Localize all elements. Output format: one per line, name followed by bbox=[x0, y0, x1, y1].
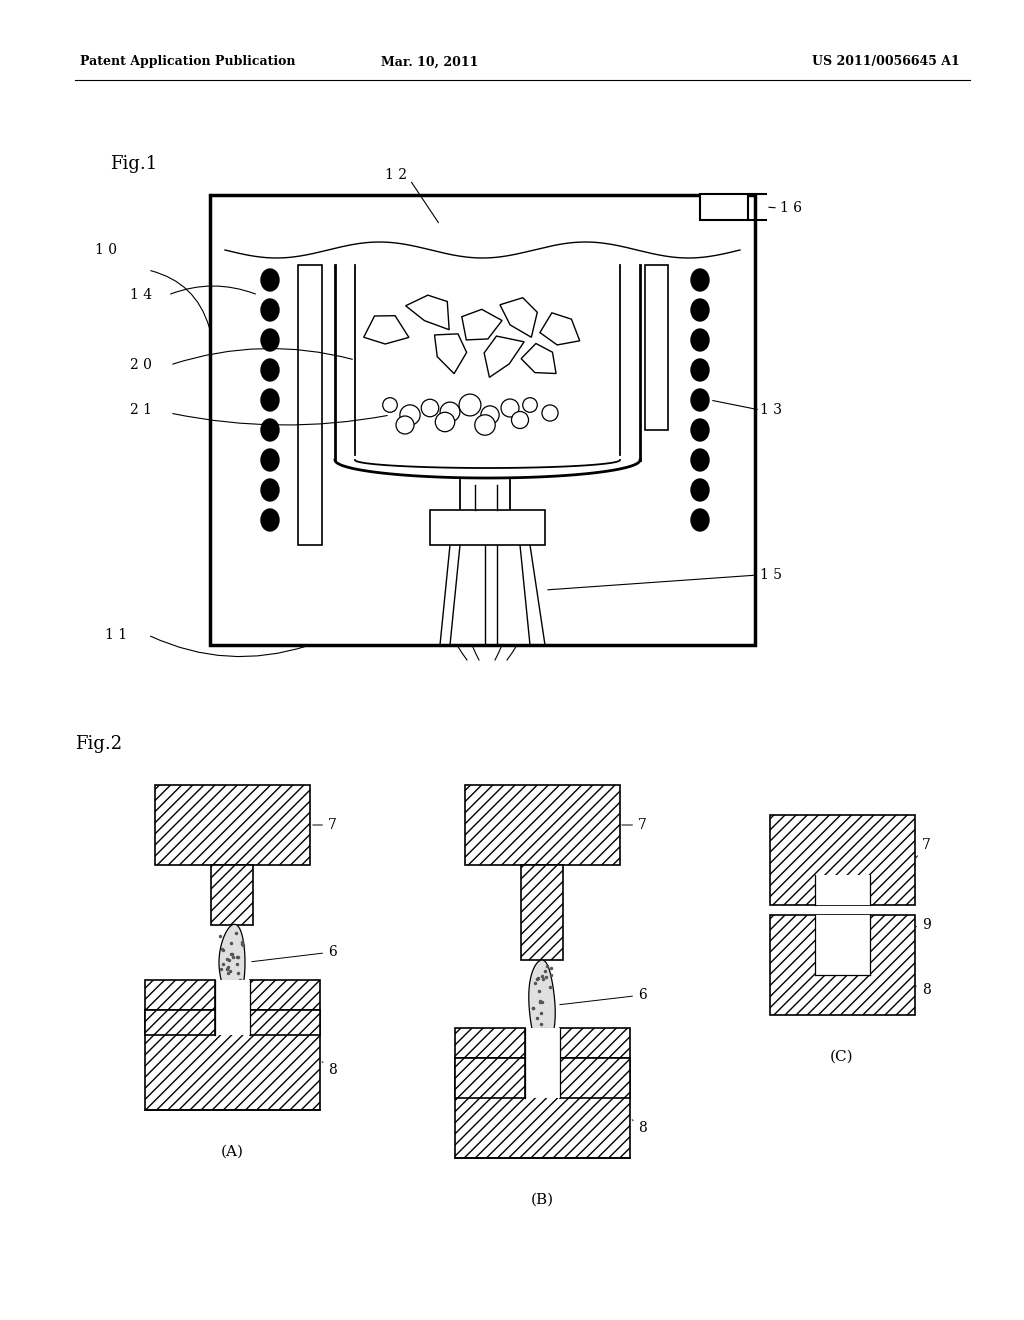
Circle shape bbox=[435, 412, 455, 432]
Bar bbox=[210, 195, 755, 645]
Circle shape bbox=[440, 403, 460, 422]
Bar bbox=[145, 979, 215, 1010]
Polygon shape bbox=[528, 960, 555, 1049]
Bar bbox=[250, 979, 319, 1010]
Bar bbox=[770, 915, 915, 1015]
Ellipse shape bbox=[261, 389, 279, 411]
Circle shape bbox=[542, 405, 558, 421]
Polygon shape bbox=[817, 917, 867, 972]
Ellipse shape bbox=[261, 300, 279, 321]
Ellipse shape bbox=[261, 479, 279, 502]
Polygon shape bbox=[484, 337, 524, 378]
Bar bbox=[145, 1010, 319, 1110]
Bar bbox=[521, 865, 563, 960]
Text: 1 5: 1 5 bbox=[760, 568, 782, 582]
Text: 8: 8 bbox=[916, 983, 931, 997]
Ellipse shape bbox=[261, 359, 279, 381]
Text: Fig.1: Fig.1 bbox=[110, 154, 158, 173]
Bar bbox=[455, 1059, 630, 1158]
Circle shape bbox=[522, 397, 538, 412]
Ellipse shape bbox=[691, 269, 709, 290]
Text: US 2011/0056645 A1: US 2011/0056645 A1 bbox=[812, 55, 961, 69]
Ellipse shape bbox=[691, 479, 709, 502]
Ellipse shape bbox=[261, 269, 279, 290]
Bar bbox=[211, 865, 253, 925]
Text: 9: 9 bbox=[869, 917, 931, 935]
Bar bbox=[430, 510, 545, 545]
Bar bbox=[155, 785, 310, 865]
Polygon shape bbox=[521, 343, 556, 374]
Text: 1 0: 1 0 bbox=[95, 243, 117, 257]
Text: Patent Application Publication: Patent Application Publication bbox=[80, 55, 296, 69]
Text: (C): (C) bbox=[830, 1049, 854, 1064]
Polygon shape bbox=[364, 315, 409, 345]
Circle shape bbox=[383, 397, 397, 412]
Bar bbox=[298, 265, 322, 545]
Circle shape bbox=[400, 405, 420, 425]
Text: 6: 6 bbox=[560, 987, 647, 1005]
Text: 7: 7 bbox=[915, 838, 931, 858]
Text: 1 3: 1 3 bbox=[760, 403, 782, 417]
Ellipse shape bbox=[691, 300, 709, 321]
Circle shape bbox=[511, 412, 528, 429]
Ellipse shape bbox=[691, 510, 709, 531]
Text: 7: 7 bbox=[312, 818, 337, 832]
Bar bbox=[815, 875, 870, 906]
Circle shape bbox=[396, 416, 414, 434]
Bar bbox=[455, 1059, 525, 1098]
Bar bbox=[645, 265, 668, 430]
Text: 6: 6 bbox=[252, 945, 337, 962]
Text: 2 0: 2 0 bbox=[130, 358, 152, 372]
Circle shape bbox=[475, 414, 496, 436]
Text: 7: 7 bbox=[622, 818, 647, 832]
Text: Mar. 10, 2011: Mar. 10, 2011 bbox=[381, 55, 478, 69]
Bar bbox=[770, 814, 915, 906]
Bar bbox=[560, 1028, 630, 1059]
Bar bbox=[215, 979, 250, 1035]
Bar bbox=[815, 915, 870, 975]
Text: 8: 8 bbox=[632, 1119, 647, 1135]
Text: 1 1: 1 1 bbox=[105, 628, 127, 642]
Ellipse shape bbox=[691, 389, 709, 411]
Bar bbox=[250, 1010, 319, 1035]
Polygon shape bbox=[434, 334, 467, 374]
Text: 8: 8 bbox=[323, 1061, 337, 1077]
Circle shape bbox=[459, 395, 481, 416]
Circle shape bbox=[481, 405, 499, 424]
Text: 1 4: 1 4 bbox=[130, 288, 153, 302]
Circle shape bbox=[421, 399, 438, 417]
Ellipse shape bbox=[261, 329, 279, 351]
Ellipse shape bbox=[691, 418, 709, 441]
Text: (A): (A) bbox=[220, 1144, 244, 1159]
Ellipse shape bbox=[261, 449, 279, 471]
Ellipse shape bbox=[261, 510, 279, 531]
Bar bbox=[465, 785, 620, 865]
Ellipse shape bbox=[691, 359, 709, 381]
Bar bbox=[560, 1059, 630, 1098]
Text: 1 2: 1 2 bbox=[385, 168, 407, 182]
Polygon shape bbox=[462, 309, 502, 341]
Ellipse shape bbox=[691, 329, 709, 351]
Text: Fig.2: Fig.2 bbox=[75, 735, 122, 752]
Polygon shape bbox=[219, 924, 245, 1001]
Bar bbox=[145, 1010, 215, 1035]
Polygon shape bbox=[406, 296, 450, 330]
Text: 2 1: 2 1 bbox=[130, 403, 152, 417]
Bar bbox=[700, 194, 748, 220]
Ellipse shape bbox=[261, 418, 279, 441]
Text: (B): (B) bbox=[530, 1193, 554, 1206]
Bar bbox=[525, 1028, 560, 1098]
Ellipse shape bbox=[691, 449, 709, 471]
Polygon shape bbox=[540, 313, 580, 345]
Polygon shape bbox=[500, 298, 538, 338]
Text: 1 6: 1 6 bbox=[780, 201, 802, 215]
Circle shape bbox=[501, 399, 519, 417]
Bar bbox=[455, 1028, 525, 1059]
